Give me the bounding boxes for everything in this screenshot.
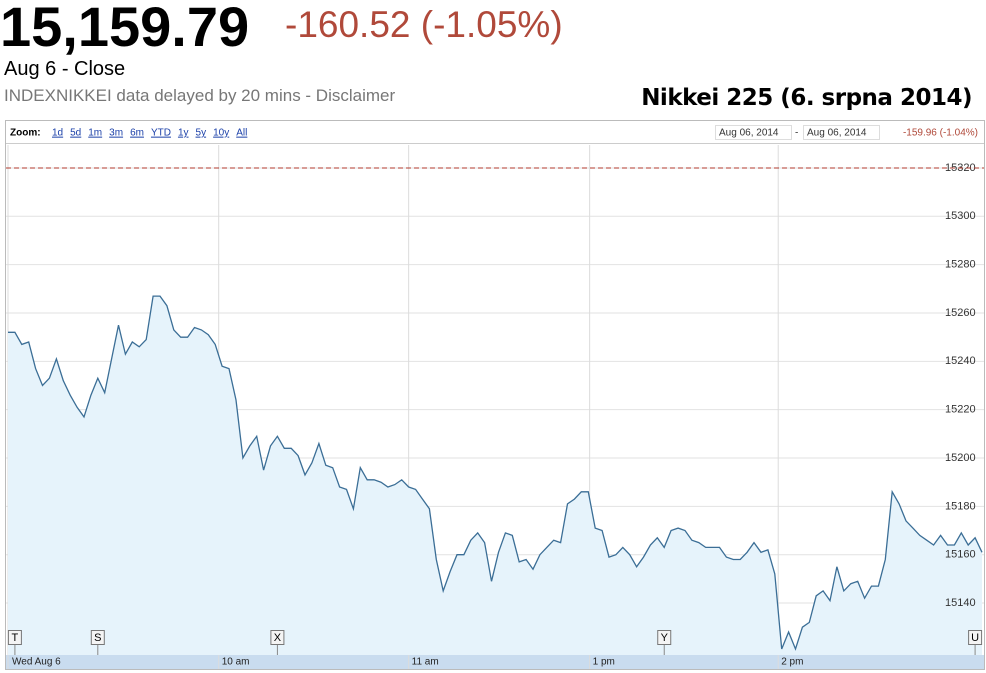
y-tick-label: 15160 bbox=[945, 549, 976, 561]
zoom-option[interactable]: 1d bbox=[52, 128, 63, 139]
status: Aug 6 - Close bbox=[4, 58, 126, 80]
range-box bbox=[803, 125, 880, 140]
zoom-option[interactable]: 3m bbox=[109, 128, 123, 139]
y-tick-label: 15240 bbox=[945, 355, 976, 367]
flag-box[interactable] bbox=[7, 630, 22, 645]
y-tick-label: 15200 bbox=[945, 452, 976, 464]
x-tick-label: Wed Aug 6 bbox=[12, 657, 61, 668]
flag-box[interactable] bbox=[657, 630, 672, 645]
y-tick-label: 15300 bbox=[945, 210, 976, 222]
price: 15,159.79 bbox=[0, 0, 250, 58]
x-tick-label: 10 am bbox=[222, 657, 250, 668]
zoom-option[interactable]: YTD bbox=[151, 128, 171, 139]
y-tick-label: 15220 bbox=[945, 404, 976, 416]
flag-label: S bbox=[94, 632, 101, 644]
flag-box[interactable] bbox=[270, 630, 285, 645]
flag-label: X bbox=[274, 632, 282, 644]
area bbox=[8, 296, 982, 655]
flag-box[interactable] bbox=[90, 630, 105, 645]
flag-box[interactable] bbox=[968, 630, 983, 645]
y-tick-label: 15280 bbox=[945, 259, 976, 271]
flag-label: T bbox=[12, 632, 19, 644]
zoom-option[interactable]: 1y bbox=[178, 128, 189, 139]
range-sep: - bbox=[795, 128, 798, 139]
range-end: Aug 06, 2014 bbox=[807, 128, 867, 139]
zoom-option[interactable]: All bbox=[236, 128, 247, 139]
zoom-option[interactable]: 1m bbox=[88, 128, 102, 139]
plot-area bbox=[6, 145, 984, 669]
line bbox=[8, 295, 983, 651]
flag-label: Y bbox=[661, 632, 669, 644]
price-change: -160.52 (-1.05%) bbox=[285, 4, 563, 45]
chart-title: Nikkei 225 (6. srpna 2014) bbox=[641, 85, 972, 111]
time-strip bbox=[6, 655, 984, 669]
flag-label: U bbox=[971, 632, 979, 644]
zoom-label: Zoom: bbox=[10, 128, 41, 139]
y-tick-label: 15260 bbox=[945, 307, 976, 319]
y-tick-label: 15140 bbox=[945, 597, 976, 609]
range-change: -159.96 (-1.04%) bbox=[903, 128, 978, 139]
x-tick-label: 1 pm bbox=[593, 657, 615, 668]
data-note: INDEXNIKKEI data delayed by 20 mins - Di… bbox=[4, 86, 396, 105]
y-tick-label: 15180 bbox=[945, 500, 976, 512]
x-tick-label: 11 am bbox=[412, 657, 439, 668]
zoom-option[interactable]: 10y bbox=[213, 128, 229, 139]
zoom-option[interactable]: 5y bbox=[196, 128, 207, 139]
zoom-option[interactable]: 5d bbox=[70, 128, 81, 139]
range-box bbox=[715, 125, 792, 140]
zoom-option[interactable]: 6m bbox=[130, 128, 144, 139]
range-start: Aug 06, 2014 bbox=[719, 128, 779, 139]
x-tick-label: 2 pm bbox=[781, 657, 803, 668]
